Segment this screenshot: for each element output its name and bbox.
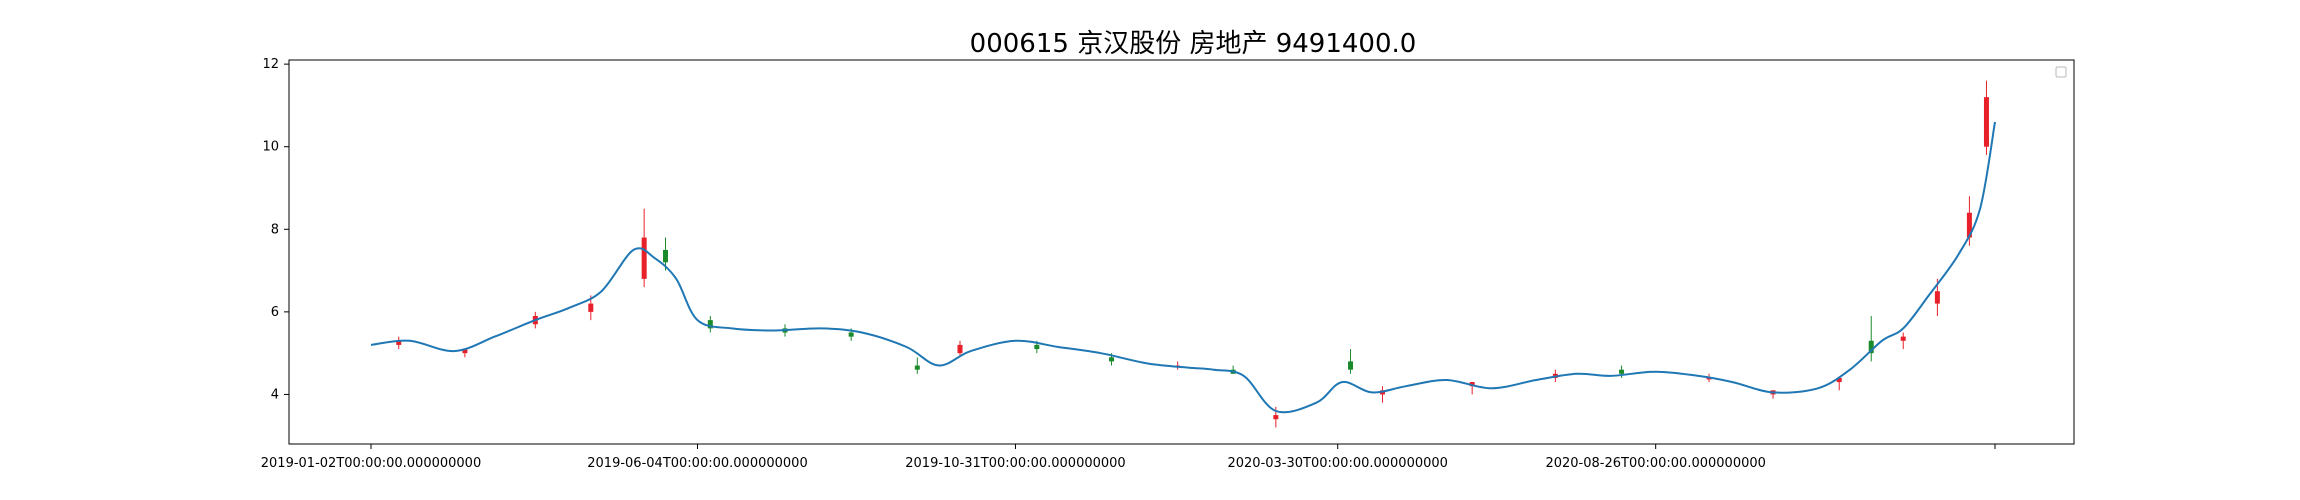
- x-tick-label: 2019-10-31T00:00:00.000000000: [905, 456, 1125, 471]
- y-axis: 4 6 8 10 12: [262, 57, 289, 402]
- candlestick-series: [396, 80, 1989, 428]
- candle-body: [641, 237, 647, 279]
- plot-area: [288, 59, 2075, 445]
- x-axis: 2019-01-02T00:00:00.000000000 2019-06-04T…: [261, 444, 1996, 471]
- candle-body: [848, 332, 854, 337]
- x-tick-label: 2019-06-04T00:00:00.000000000: [587, 456, 807, 471]
- candle-body: [1348, 361, 1354, 370]
- y-tick-label: 4: [271, 387, 279, 402]
- candle-body: [1983, 97, 1989, 147]
- legend-box: [2055, 66, 2067, 78]
- candle-body: [707, 320, 713, 329]
- candle-body: [957, 344, 963, 354]
- candle-body: [914, 365, 920, 370]
- candle-body: [1900, 336, 1906, 341]
- candle-body: [1934, 291, 1940, 304]
- x-tick-label: 2019-01-02T00:00:00.000000000: [261, 456, 481, 471]
- candle-body: [662, 249, 668, 263]
- y-tick-label: 10: [262, 140, 279, 155]
- candle-body: [1273, 415, 1279, 420]
- candle-body: [1109, 357, 1115, 362]
- candle-body: [396, 340, 402, 345]
- candle-body: [1966, 212, 1972, 238]
- y-tick-label: 6: [271, 305, 279, 320]
- y-tick-label: 8: [271, 222, 279, 237]
- chart-title: 000615 京汉股份 房地产 9491400.0: [970, 29, 1417, 59]
- candle-body: [1836, 377, 1842, 383]
- candle-body: [1034, 344, 1040, 350]
- x-tick-label: 2020-08-26T00:00:00.000000000: [1545, 456, 1765, 471]
- candle-body: [588, 303, 594, 312]
- candle-body: [1619, 369, 1625, 374]
- candle-body: [1706, 377, 1712, 380]
- trend-line: [370, 121, 1996, 414]
- candle-body: [462, 349, 468, 354]
- x-tick-label: 2020-03-30T00:00:00.000000000: [1227, 456, 1447, 471]
- y-tick-label: 12: [262, 57, 279, 72]
- candle-body: [1868, 340, 1874, 354]
